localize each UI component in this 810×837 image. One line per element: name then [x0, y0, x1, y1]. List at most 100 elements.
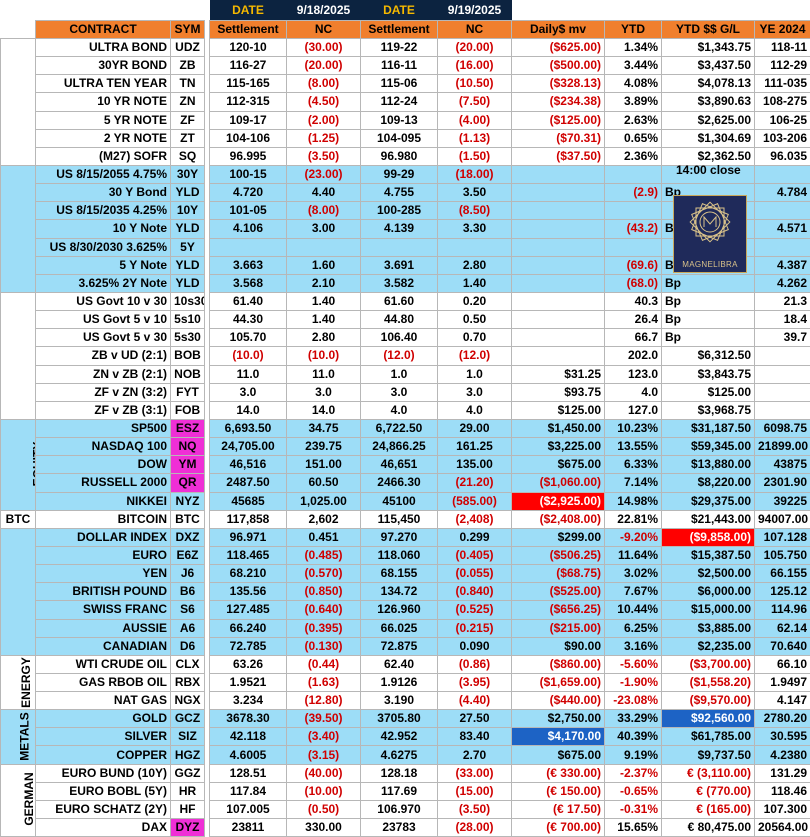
column-header: Settlement: [361, 21, 438, 39]
settlement-curr: 115-06: [361, 75, 438, 93]
symbol: QR: [171, 474, 205, 492]
symbol: NQ: [171, 438, 205, 456]
ye-2024: [755, 401, 810, 419]
settlement-curr: 97.270: [361, 528, 438, 546]
blank-cell: [605, 0, 662, 21]
ytd-pct: (69.6): [605, 256, 662, 274]
ytd-pct: 6.33%: [605, 456, 662, 474]
settlement-curr: 3.190: [361, 692, 438, 710]
ytd-gain-loss: ($9,858.00): [662, 528, 755, 546]
ye-2024: [755, 202, 810, 220]
section-label: EQUITY INDEXES: [1, 419, 36, 510]
net-change-prev: 239.75: [287, 438, 361, 456]
ytd-pct: 3.16%: [605, 637, 662, 655]
symbol: S6: [171, 601, 205, 619]
contract-name: EURO SCHATZ (2Y): [36, 800, 171, 818]
settlement-curr: 61.60: [361, 292, 438, 310]
ye-2024: 66.10: [755, 655, 810, 673]
settlement-prev: 100-15: [210, 165, 287, 183]
net-change-curr: 4.0: [438, 401, 512, 419]
daily-mv: ($656.25): [512, 601, 605, 619]
symbol: CLX: [171, 655, 205, 673]
contract-name: US Govt 5 v 10: [36, 311, 171, 329]
settlement-curr: 42.952: [361, 728, 438, 746]
ytd-pct: [605, 202, 662, 220]
settlement-prev: 61.40: [210, 292, 287, 310]
net-change-prev: (1.63): [287, 673, 361, 691]
settlement-prev: 3.663: [210, 256, 287, 274]
daily-mv: [512, 238, 605, 256]
settlement-prev: 3.0: [210, 383, 287, 401]
daily-mv: ($625.00): [512, 39, 605, 57]
contract-name: ZB v UD (2:1): [36, 347, 171, 365]
ytd-pct: 3.44%: [605, 57, 662, 75]
settlement-prev: 3.568: [210, 274, 287, 292]
net-change-curr: (1.50): [438, 147, 512, 165]
ytd-gain-loss: $6,312.50: [662, 347, 755, 365]
daily-mv: [512, 347, 605, 365]
ytd-gain-loss: ($1,558.20): [662, 673, 755, 691]
settlement-curr: 24,866.25: [361, 438, 438, 456]
logo-star-icon: [674, 196, 746, 258]
date-label: DATE: [361, 0, 438, 21]
ytd-pct: (2.9): [605, 184, 662, 202]
settlement-curr: 72.875: [361, 637, 438, 655]
settlement-curr: 3.582: [361, 274, 438, 292]
contract-name: ULTRA BOND: [36, 39, 171, 57]
settlement-prev: 107.005: [210, 800, 287, 818]
daily-mv: $93.75: [512, 383, 605, 401]
settlement-curr: 117.69: [361, 782, 438, 800]
settlement-prev: 72.785: [210, 637, 287, 655]
daily-mv: [512, 329, 605, 347]
net-change-prev: 14.0: [287, 401, 361, 419]
net-change-prev: (4.50): [287, 93, 361, 111]
settlement-prev: 127.485: [210, 601, 287, 619]
ye-2024: 111-035: [755, 75, 810, 93]
section-label: US TREASURIES: [1, 165, 36, 292]
symbol: ZB: [171, 57, 205, 75]
net-change-curr: (10.50): [438, 75, 512, 93]
daily-mv: (€ 700.00): [512, 819, 605, 837]
symbol: ZN: [171, 93, 205, 111]
net-change-prev: 3.0: [287, 383, 361, 401]
symbol: 30Y: [171, 165, 205, 183]
net-change-curr: 135.00: [438, 456, 512, 474]
ytd-pct: 2.36%: [605, 147, 662, 165]
settlement-curr: 134.72: [361, 583, 438, 601]
net-change-curr: (4.00): [438, 111, 512, 129]
column-header: CONTRACT: [36, 21, 171, 39]
symbol: J6: [171, 565, 205, 583]
ye-2024: 107.128: [755, 528, 810, 546]
ytd-gain-loss: $3,437.50: [662, 57, 755, 75]
settlement-curr: 96.980: [361, 147, 438, 165]
symbol: HGZ: [171, 746, 205, 764]
ye-2024: 1.9497: [755, 673, 810, 691]
net-change-curr: (3.50): [438, 800, 512, 818]
net-change-prev: 4.40: [287, 184, 361, 202]
net-change-prev: 2.80: [287, 329, 361, 347]
ytd-pct: 3.89%: [605, 93, 662, 111]
date-value: 9/19/2025: [438, 0, 512, 21]
daily-mv: ($525.00): [512, 583, 605, 601]
ytd-pct: -5.60%: [605, 655, 662, 673]
table-row: INTEREST RATESULTRA BONDUDZ120-10(30.00)…: [1, 39, 810, 57]
daily-mv: ($860.00): [512, 655, 605, 673]
ytd-gain-loss: $15,000.00: [662, 601, 755, 619]
contract-name: NAT GAS: [36, 692, 171, 710]
symbol: BOB: [171, 347, 205, 365]
settlement-curr: 112-24: [361, 93, 438, 111]
net-change-curr: 29.00: [438, 419, 512, 437]
ytd-gain-loss: $1,304.69: [662, 129, 755, 147]
symbol: HR: [171, 782, 205, 800]
net-change-curr: (0.86): [438, 655, 512, 673]
net-change-curr: (18.00): [438, 165, 512, 183]
blank-cell: [662, 0, 755, 21]
contract-name: US 8/15/2035 4.25%: [36, 202, 171, 220]
symbol: SIZ: [171, 728, 205, 746]
